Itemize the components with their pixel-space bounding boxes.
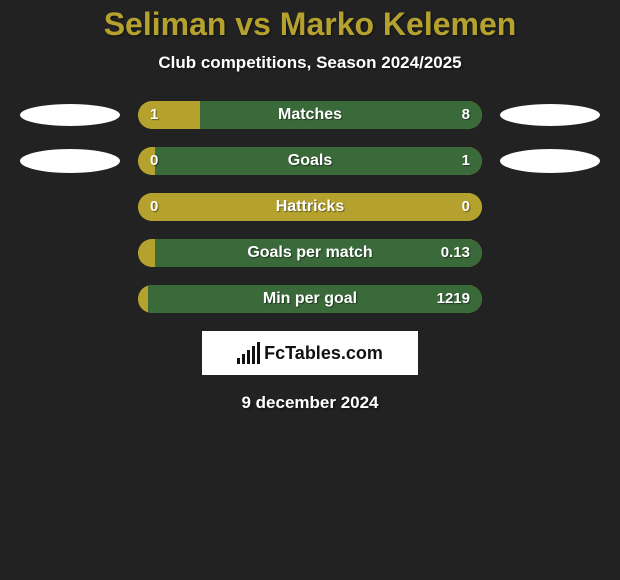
- stat-label: Min per goal: [138, 285, 482, 313]
- stat-bar: 1219Min per goal: [138, 285, 482, 313]
- stat-row: 01Goals: [0, 147, 620, 175]
- stat-row: 1219Min per goal: [0, 285, 620, 313]
- stat-row: 00Hattricks: [0, 193, 620, 221]
- stat-label: Goals per match: [138, 239, 482, 267]
- stat-label: Hattricks: [138, 193, 482, 221]
- player-badge-right: [500, 101, 600, 129]
- bars-icon: [237, 342, 260, 364]
- player-badge-right: [500, 285, 600, 313]
- stat-bar: 18Matches: [138, 101, 482, 129]
- stat-bar: 01Goals: [138, 147, 482, 175]
- player-badge-left: [20, 147, 120, 175]
- stat-bar: 0.13Goals per match: [138, 239, 482, 267]
- footer-date: 9 december 2024: [0, 393, 620, 413]
- stat-row: 18Matches: [0, 101, 620, 129]
- comparison-infographic: Seliman vs Marko Kelemen Club competitio…: [0, 0, 620, 413]
- ellipse-icon: [20, 149, 120, 173]
- player-badge-right: [500, 193, 600, 221]
- ellipse-icon: [20, 104, 120, 126]
- brand-text: FcTables.com: [264, 343, 383, 364]
- ellipse-icon: [500, 149, 600, 173]
- stats-list: 18Matches 01Goals 00Hattricks 0.13Goals per…: [0, 101, 620, 313]
- stat-label: Matches: [138, 101, 482, 129]
- player-badge-left: [20, 101, 120, 129]
- player-badge-left: [20, 285, 120, 313]
- stat-bar: 00Hattricks: [138, 193, 482, 221]
- player-badge-right: [500, 147, 600, 175]
- player-badge-left: [20, 239, 120, 267]
- page-title: Seliman vs Marko Kelemen: [0, 6, 620, 43]
- player-badge-left: [20, 193, 120, 221]
- brand-badge: FcTables.com: [202, 331, 418, 375]
- player-badge-right: [500, 239, 600, 267]
- ellipse-icon: [500, 104, 600, 126]
- stat-row: 0.13Goals per match: [0, 239, 620, 267]
- stat-label: Goals: [138, 147, 482, 175]
- page-subtitle: Club competitions, Season 2024/2025: [0, 53, 620, 73]
